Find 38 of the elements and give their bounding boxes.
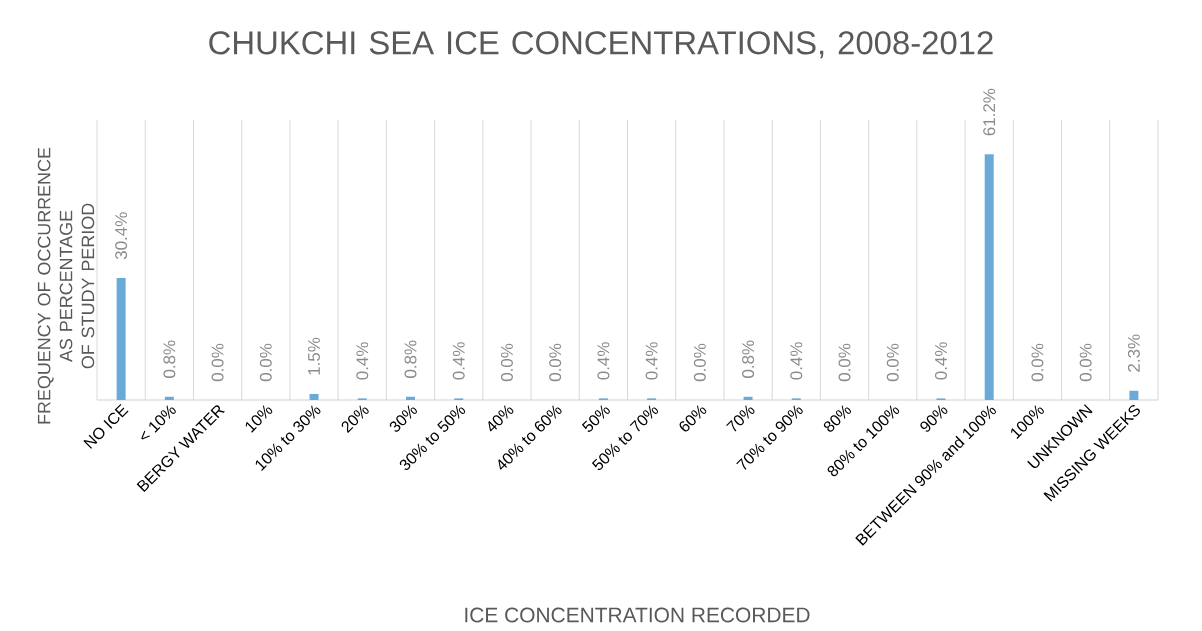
data-label: 0.4% — [934, 342, 947, 380]
bar — [1129, 390, 1139, 400]
x-axis-title: ICE CONCENTRATION RECORDED — [465, 607, 810, 623]
data-label: 0.8% — [742, 340, 755, 378]
x-tick-label: 80% — [823, 405, 852, 432]
data-label: 0.4% — [790, 342, 803, 380]
bar — [164, 396, 174, 400]
bar — [309, 393, 319, 400]
data-label: 0.4% — [356, 342, 369, 380]
data-label: 0.8% — [163, 340, 176, 378]
x-tick-label: 90% — [920, 405, 948, 432]
bar — [984, 154, 994, 400]
data-label: 1.5% — [308, 337, 320, 375]
x-tick-label: 60% — [679, 405, 707, 432]
data-label: 0.0% — [838, 343, 851, 382]
data-label: 0.4% — [597, 342, 610, 380]
bar — [743, 396, 753, 400]
x-tick-label: 40% — [488, 405, 514, 432]
data-label: 30.4% — [115, 212, 128, 260]
x-tick-label: 50% — [581, 405, 610, 432]
data-label: 0.0% — [1031, 343, 1044, 382]
data-label: 0.0% — [500, 343, 513, 382]
data-label: 0.4% — [645, 342, 658, 380]
data-label: 0.0% — [1079, 343, 1092, 382]
data-label: 61.2% — [983, 88, 996, 136]
data-label: 0.8% — [404, 340, 417, 378]
data-label: 0.0% — [886, 343, 899, 382]
chart-title: CHUKCHI SEA ICE CONCENTRATIONS, 2008-2012 — [209, 31, 993, 59]
x-tick-label: 70% — [726, 405, 755, 432]
bar — [116, 277, 126, 400]
bar — [405, 396, 415, 400]
data-label: 0.0% — [693, 343, 706, 382]
data-label: 0.0% — [549, 343, 562, 382]
data-label: 0.4% — [452, 342, 465, 380]
x-tick-label: 30% — [389, 405, 417, 432]
data-label: 0.0% — [259, 343, 272, 382]
data-label: 0.0% — [211, 343, 224, 382]
data-label: 2.3% — [1127, 334, 1140, 372]
